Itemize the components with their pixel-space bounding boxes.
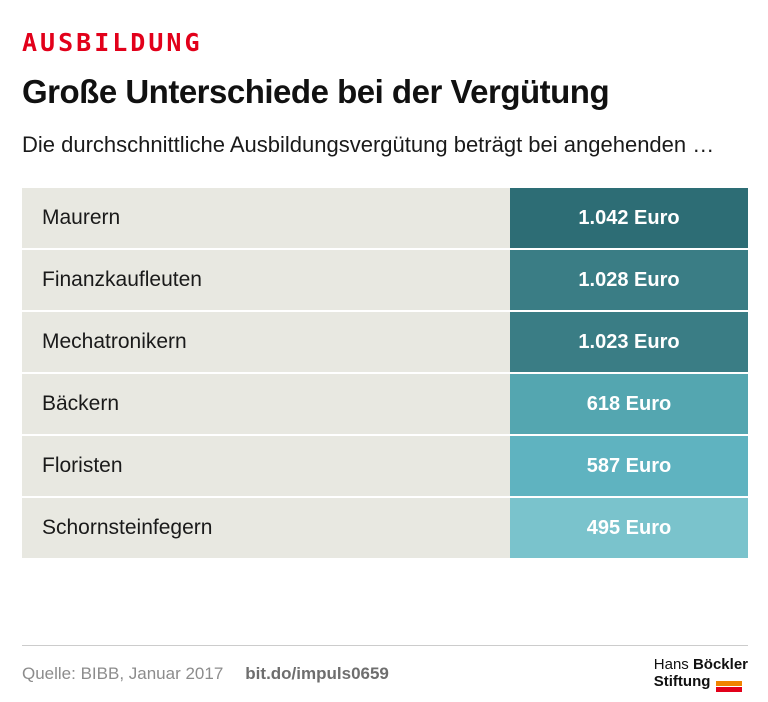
footer: Quelle: BIBB, Januar 2017 bit.do/impuls0… xyxy=(22,645,748,702)
logo-flag-red-bar xyxy=(716,687,743,693)
value-bar: 587 Euro xyxy=(510,436,748,497)
source-link[interactable]: bit.do/impuls0659 xyxy=(245,664,389,683)
subtitle: Die durchschnittliche Ausbildungsvergütu… xyxy=(22,132,715,157)
row-label: Floristen xyxy=(42,454,123,478)
logo-flag-icon xyxy=(716,681,743,693)
row-label: Finanzkaufleuten xyxy=(42,268,202,292)
row-label: Maurern xyxy=(42,206,121,230)
value-bar: 495 Euro xyxy=(510,498,748,559)
chart-row: Mechatronikern 1.023 Euro xyxy=(22,312,748,373)
logo-flag-orange-bar xyxy=(716,681,743,687)
value-bar: 1.023 Euro xyxy=(510,312,748,373)
footer-source-group: Quelle: BIBB, Januar 2017 bit.do/impuls0… xyxy=(22,664,389,684)
chart-row: Maurern 1.042 Euro xyxy=(22,188,748,249)
chart-row: Schornsteinfegern 495 Euro xyxy=(22,498,748,559)
logo-word-stiftung: Stiftung xyxy=(653,673,711,691)
logo-text: Hans Böckler Stiftung xyxy=(653,656,748,693)
content-area: AUSBILDUNG Große Unterschiede bei der Ve… xyxy=(22,28,748,559)
chart-row: Floristen 587 Euro xyxy=(22,436,748,497)
logo-word-hans: Hans xyxy=(653,655,689,673)
value-bar: 1.042 Euro xyxy=(510,188,748,249)
logo-line1: Hans Böckler xyxy=(654,656,748,673)
source-text: Quelle: BIBB, Januar 2017 xyxy=(22,664,224,683)
chart-row: Bäckern 618 Euro xyxy=(22,374,748,435)
logo-line2: Stiftung xyxy=(653,673,748,693)
hans-boeckler-logo: Hans Böckler Stiftung xyxy=(653,656,748,693)
row-label: Mechatronikern xyxy=(42,330,187,354)
kicker: AUSBILDUNG xyxy=(22,28,203,57)
value-bar: 1.028 Euro xyxy=(510,250,748,311)
bar-chart: Maurern 1.042 Euro Finanzkaufleuten 1.028 E… xyxy=(22,188,748,559)
logo-word-boeckler: Böckler xyxy=(692,655,748,673)
value-bar: 618 Euro xyxy=(510,374,748,435)
chart-row: Finanzkaufleuten 1.028 Euro xyxy=(22,250,748,311)
page-title: Große Unterschiede bei der Vergütung xyxy=(22,73,610,110)
row-label: Schornsteinfegern xyxy=(42,516,213,540)
row-label: Bäckern xyxy=(42,392,120,416)
